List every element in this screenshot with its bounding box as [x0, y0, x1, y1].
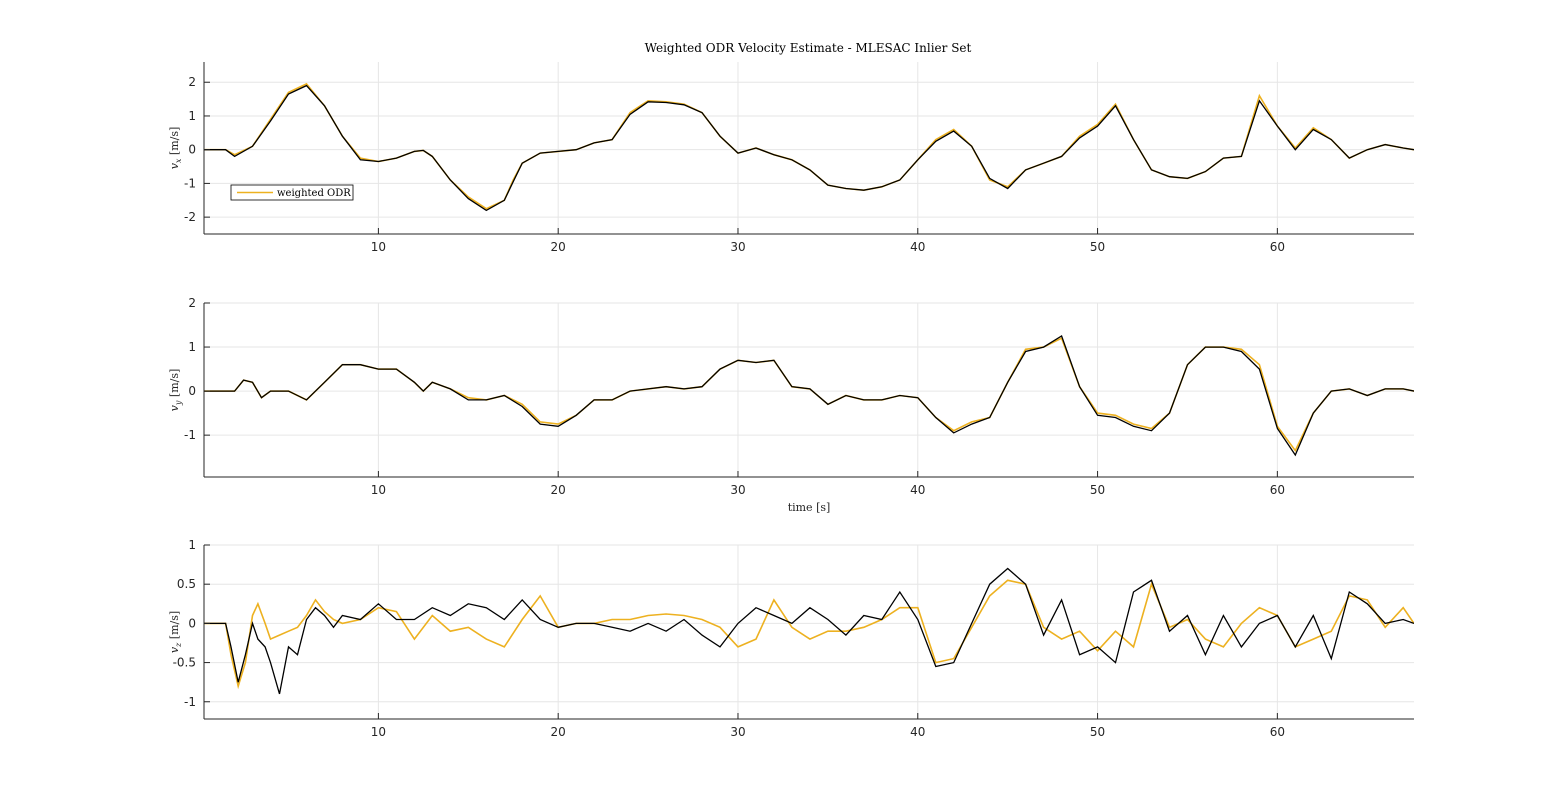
x-tick-label: 60 — [1270, 483, 1285, 497]
legend: weighted ODR — [230, 184, 354, 201]
x-tick-label: 40 — [910, 725, 925, 739]
y-axis-label-symbol: v — [168, 646, 181, 653]
y-tick-label: -1 — [184, 428, 196, 442]
legend-box — [230, 184, 354, 201]
x-tick-label: 40 — [910, 240, 925, 254]
subplot-3: 10 20 30 40 50 60 -1 -0.5 0 0.5 1 vz [m/s] — [168, 538, 1414, 739]
x-tick-label: 60 — [1270, 725, 1285, 739]
y-tick-label: 1 — [188, 109, 196, 123]
x-tick-label: 30 — [730, 725, 745, 739]
series-line-reference — [204, 84, 1414, 212]
subplot-2: 10 20 30 40 50 60 -1 0 1 2 vy [m/s] time [s] — [168, 296, 1414, 514]
series-line-reference — [204, 567, 1414, 695]
y-tick-label: -0.5 — [173, 656, 196, 670]
y-tick-label: -1 — [184, 176, 196, 190]
x-tick-label: 30 — [730, 240, 745, 254]
x-tick-label: 40 — [910, 483, 925, 497]
legend-label: weighted ODR — [277, 188, 351, 199]
figure-title: Weighted ODR Velocity Estimate - MLESAC … — [645, 41, 972, 55]
y-tick-label: 1 — [188, 538, 196, 552]
y-tick-label: 0 — [188, 616, 196, 630]
y-axis-label-subscript: y — [174, 400, 183, 406]
series-line-weighted-odr — [204, 82, 1414, 210]
subplot-1: 10 20 30 40 50 60 -2 -1 0 1 2 vx [m/s] weighted ODR — [168, 62, 1414, 254]
y-axis-label: vy [m/s] — [168, 369, 183, 412]
x-tick-label: 50 — [1090, 483, 1105, 497]
x-tick-label: 20 — [551, 240, 566, 254]
series-line-weighted-odr — [204, 337, 1414, 453]
series-line-reference — [204, 335, 1414, 457]
x-tick-label: 10 — [371, 483, 386, 497]
y-tick-label: 1 — [188, 340, 196, 354]
y-axis-label-subscript: z — [174, 642, 183, 648]
y-axis-label-symbol: v — [168, 404, 181, 411]
y-axis-label-symbol: v — [168, 162, 181, 169]
y-axis-label-unit: [m/s] — [168, 369, 181, 401]
x-tick-label: 60 — [1270, 240, 1285, 254]
x-tick-label: 50 — [1090, 725, 1105, 739]
y-tick-label: 2 — [188, 75, 196, 89]
y-tick-label: 2 — [188, 296, 196, 310]
x-tick-label: 20 — [551, 725, 566, 739]
y-tick-label: 0.5 — [177, 577, 196, 591]
y-tick-label: -1 — [184, 695, 196, 709]
y-axis-label-subscript: x — [174, 158, 183, 163]
x-tick-label: 50 — [1090, 240, 1105, 254]
y-axis-label: vx [m/s] — [168, 127, 183, 170]
y-axis-label-unit: [m/s] — [168, 127, 181, 159]
x-tick-label: 10 — [371, 240, 386, 254]
x-tick-label: 30 — [730, 483, 745, 497]
y-tick-label: 0 — [188, 384, 196, 398]
y-axis-label: vz [m/s] — [168, 611, 183, 653]
y-tick-label: 0 — [188, 143, 196, 157]
x-axis-label: time [s] — [788, 501, 831, 514]
series-line-weighted-odr — [204, 579, 1414, 690]
x-tick-label: 10 — [371, 725, 386, 739]
y-tick-label: -2 — [184, 210, 196, 224]
x-tick-label: 20 — [551, 483, 566, 497]
y-axis-label-unit: [m/s] — [168, 611, 181, 643]
